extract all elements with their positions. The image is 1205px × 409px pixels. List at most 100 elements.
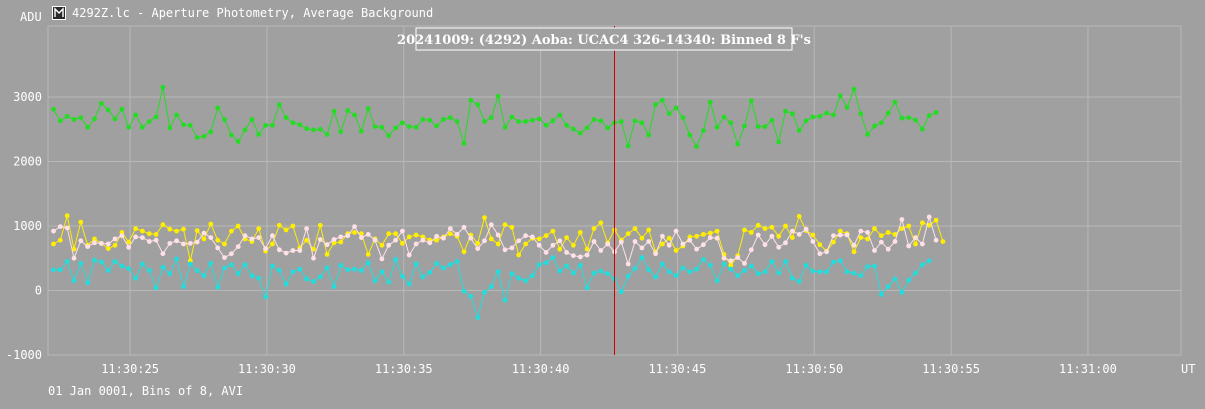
data-point	[831, 239, 836, 245]
data-point	[571, 253, 576, 259]
data-point	[625, 143, 631, 149]
data-point	[680, 115, 686, 120]
data-point	[660, 261, 665, 267]
data-point	[215, 105, 221, 111]
data-point	[379, 256, 385, 262]
data-point	[605, 271, 611, 277]
data-point	[276, 268, 282, 273]
data-point	[762, 124, 768, 129]
data-point	[920, 241, 925, 247]
data-point	[160, 251, 166, 257]
data-point	[64, 113, 70, 119]
data-point	[99, 259, 104, 265]
data-point	[331, 240, 337, 246]
data-point	[694, 246, 699, 252]
data-point	[728, 266, 734, 272]
data-point	[605, 125, 611, 131]
y-tick-label: -1000	[6, 348, 42, 362]
data-point	[694, 233, 699, 239]
data-point	[99, 101, 104, 106]
data-point	[119, 263, 125, 269]
chart-title-banner: 20241009: (4292) Aoba: UCAC4 326-14340: …	[397, 27, 811, 51]
data-point	[78, 238, 84, 244]
data-point	[167, 271, 173, 277]
data-point	[331, 108, 337, 114]
data-point	[331, 237, 337, 242]
data-point	[913, 270, 918, 276]
data-point	[85, 124, 91, 130]
data-point	[393, 125, 398, 131]
data-point	[625, 261, 631, 267]
data-point	[297, 248, 303, 253]
data-point	[851, 86, 857, 92]
data-point	[728, 262, 734, 268]
data-point	[906, 243, 912, 249]
data-point	[386, 133, 392, 139]
data-point	[290, 223, 296, 229]
data-point	[461, 141, 467, 146]
data-point	[591, 239, 597, 244]
data-point	[194, 228, 200, 233]
data-point	[85, 280, 91, 286]
data-point	[660, 97, 665, 103]
data-point	[105, 241, 111, 247]
data-point	[434, 123, 439, 129]
data-point	[482, 215, 487, 221]
data-point	[632, 118, 638, 124]
data-point	[865, 132, 870, 137]
data-point	[509, 245, 515, 251]
data-point	[447, 115, 453, 120]
data-point	[51, 106, 56, 112]
data-point	[488, 284, 494, 289]
data-point	[516, 252, 522, 258]
data-point	[447, 231, 453, 237]
data-point	[872, 263, 877, 269]
data-point	[571, 242, 576, 248]
data-point	[776, 244, 782, 250]
data-point	[133, 234, 139, 240]
data-point	[283, 227, 289, 233]
data-point	[324, 265, 330, 271]
data-point	[57, 267, 63, 273]
data-point	[468, 97, 474, 103]
data-point	[742, 261, 747, 266]
data-point	[468, 235, 474, 241]
data-point	[331, 284, 337, 289]
data-point	[571, 126, 576, 132]
data-point	[406, 234, 412, 240]
data-point	[858, 235, 864, 241]
data-point	[646, 132, 652, 138]
data-point	[564, 122, 569, 128]
data-point	[673, 273, 679, 279]
data-point	[201, 273, 207, 279]
data-point	[577, 262, 583, 268]
series-line	[53, 215, 937, 266]
data-point	[796, 128, 802, 133]
chart-series	[51, 84, 946, 320]
data-point	[338, 262, 344, 268]
data-point	[140, 228, 145, 234]
data-point	[687, 234, 693, 240]
data-point	[707, 230, 713, 236]
data-point	[208, 261, 214, 266]
data-point	[837, 93, 843, 99]
data-point	[386, 231, 392, 237]
data-point	[646, 239, 652, 244]
data-point	[721, 255, 727, 261]
data-point	[222, 265, 227, 271]
data-point	[146, 268, 152, 273]
data-point	[468, 293, 474, 299]
data-point	[687, 237, 693, 243]
data-point	[701, 242, 706, 248]
data-point	[406, 124, 412, 129]
data-point	[591, 270, 597, 276]
data-point	[222, 255, 227, 260]
data-point	[878, 292, 884, 297]
data-point	[488, 236, 494, 242]
data-point	[78, 115, 84, 120]
data-point	[194, 135, 200, 141]
data-point	[201, 236, 207, 242]
data-point	[564, 235, 569, 241]
data-point	[215, 237, 221, 243]
data-point	[324, 132, 330, 137]
